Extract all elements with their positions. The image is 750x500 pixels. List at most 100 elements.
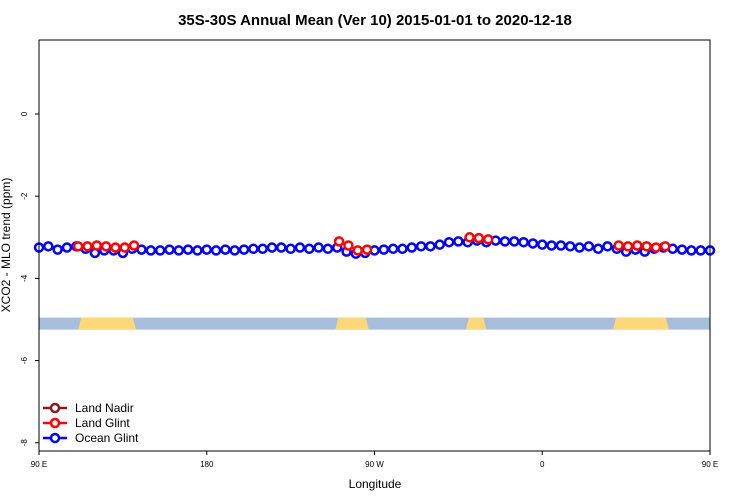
data-point <box>650 242 662 253</box>
data-point <box>322 243 334 255</box>
data-point <box>210 245 222 256</box>
data-point <box>695 245 706 256</box>
data-point <box>415 241 427 252</box>
chart-title: 35S-30S Annual Mean (Ver 10) 2015-01-01 … <box>178 12 572 29</box>
land-band-segment <box>613 317 669 330</box>
data-point <box>660 241 671 252</box>
data-point <box>192 245 203 256</box>
data-point <box>276 242 287 253</box>
data-point <box>473 232 485 244</box>
data-point <box>266 242 278 253</box>
data-point <box>509 236 520 247</box>
data-point <box>220 244 231 255</box>
data-point <box>622 241 634 252</box>
legend-label: Land Glint <box>75 416 130 430</box>
data-point <box>128 240 140 251</box>
data-point <box>61 242 73 253</box>
y-tick-label: -2 <box>20 192 29 200</box>
data-point <box>537 239 548 250</box>
data-point <box>676 244 688 255</box>
land-ocean-band <box>39 317 710 330</box>
legend-item: Land Glint <box>43 416 130 430</box>
x-tick-label: 90 E <box>31 460 47 469</box>
data-point <box>464 232 475 243</box>
data-point <box>257 243 268 255</box>
land-glint-series <box>72 232 671 256</box>
data-point <box>425 241 436 252</box>
data-point <box>43 241 54 252</box>
data-point <box>406 242 418 253</box>
y-axis: 0 -2 -4 -6 -8 <box>20 111 39 446</box>
data-point <box>294 242 306 253</box>
data-point <box>52 244 63 255</box>
legend-label: Land Nadir <box>75 401 134 415</box>
data-point <box>304 243 315 255</box>
data-point <box>145 245 157 256</box>
legend-marker <box>49 432 61 444</box>
data-point <box>343 240 354 251</box>
x-tick-label: 180 <box>200 460 214 469</box>
data-point <box>238 244 250 255</box>
data-point <box>352 245 363 256</box>
data-point <box>154 245 166 256</box>
data-point <box>686 245 697 256</box>
data-point <box>434 239 445 250</box>
data-point <box>333 236 345 247</box>
data-point <box>574 242 585 253</box>
y-tick-label: 0 <box>20 111 29 116</box>
x-tick-label: 90 E <box>702 460 718 469</box>
data-point <box>248 243 259 255</box>
legend-marker <box>49 402 61 414</box>
data-point <box>173 245 185 256</box>
data-point <box>313 242 324 253</box>
data-point <box>119 242 130 253</box>
data-point <box>632 240 643 251</box>
data-point <box>72 241 84 252</box>
legend-label: Ocean Glint <box>75 431 139 445</box>
land-band-segment <box>78 317 136 330</box>
legend-item: Land Nadir <box>43 401 134 415</box>
data-point <box>285 243 296 255</box>
data-point <box>499 236 511 247</box>
data-point <box>110 242 121 253</box>
data-point <box>229 245 240 256</box>
data-point <box>602 241 613 252</box>
data-point <box>555 240 567 251</box>
x-tick-label: 0 <box>540 460 545 469</box>
data-point <box>527 238 539 249</box>
data-point <box>546 240 557 251</box>
data-point <box>100 241 112 252</box>
data-point <box>91 240 103 251</box>
data-point <box>613 240 624 251</box>
data-point <box>443 236 455 248</box>
data-point <box>378 244 390 255</box>
data-point <box>592 243 604 255</box>
legend-marker <box>49 417 61 429</box>
y-tick-label: -8 <box>20 439 29 447</box>
x-tick-label: 90 W <box>365 460 384 469</box>
data-point <box>82 241 93 252</box>
y-tick-label: -6 <box>20 356 29 364</box>
land-band-segment <box>335 317 369 330</box>
y-tick-label: -4 <box>20 274 29 282</box>
y-axis-label: XCO2 - MLO trend (ppm) <box>0 178 13 313</box>
data-point <box>482 234 494 245</box>
land-band-segment <box>465 317 487 330</box>
x-axis: 90 E 180 90 W 0 90 E <box>31 451 718 469</box>
data-point <box>641 241 652 252</box>
data-point <box>564 241 576 252</box>
data-point <box>518 236 529 248</box>
data-point <box>136 244 147 255</box>
ocean-band <box>39 317 710 330</box>
data-point <box>201 244 212 255</box>
data-point <box>164 244 175 255</box>
x-axis-label: Longitude <box>349 477 402 491</box>
data-point <box>387 243 399 255</box>
data-point <box>361 244 373 255</box>
data-point <box>453 236 464 247</box>
data-point <box>182 244 194 255</box>
data-point <box>583 241 595 252</box>
legend-item: Ocean Glint <box>43 431 139 445</box>
